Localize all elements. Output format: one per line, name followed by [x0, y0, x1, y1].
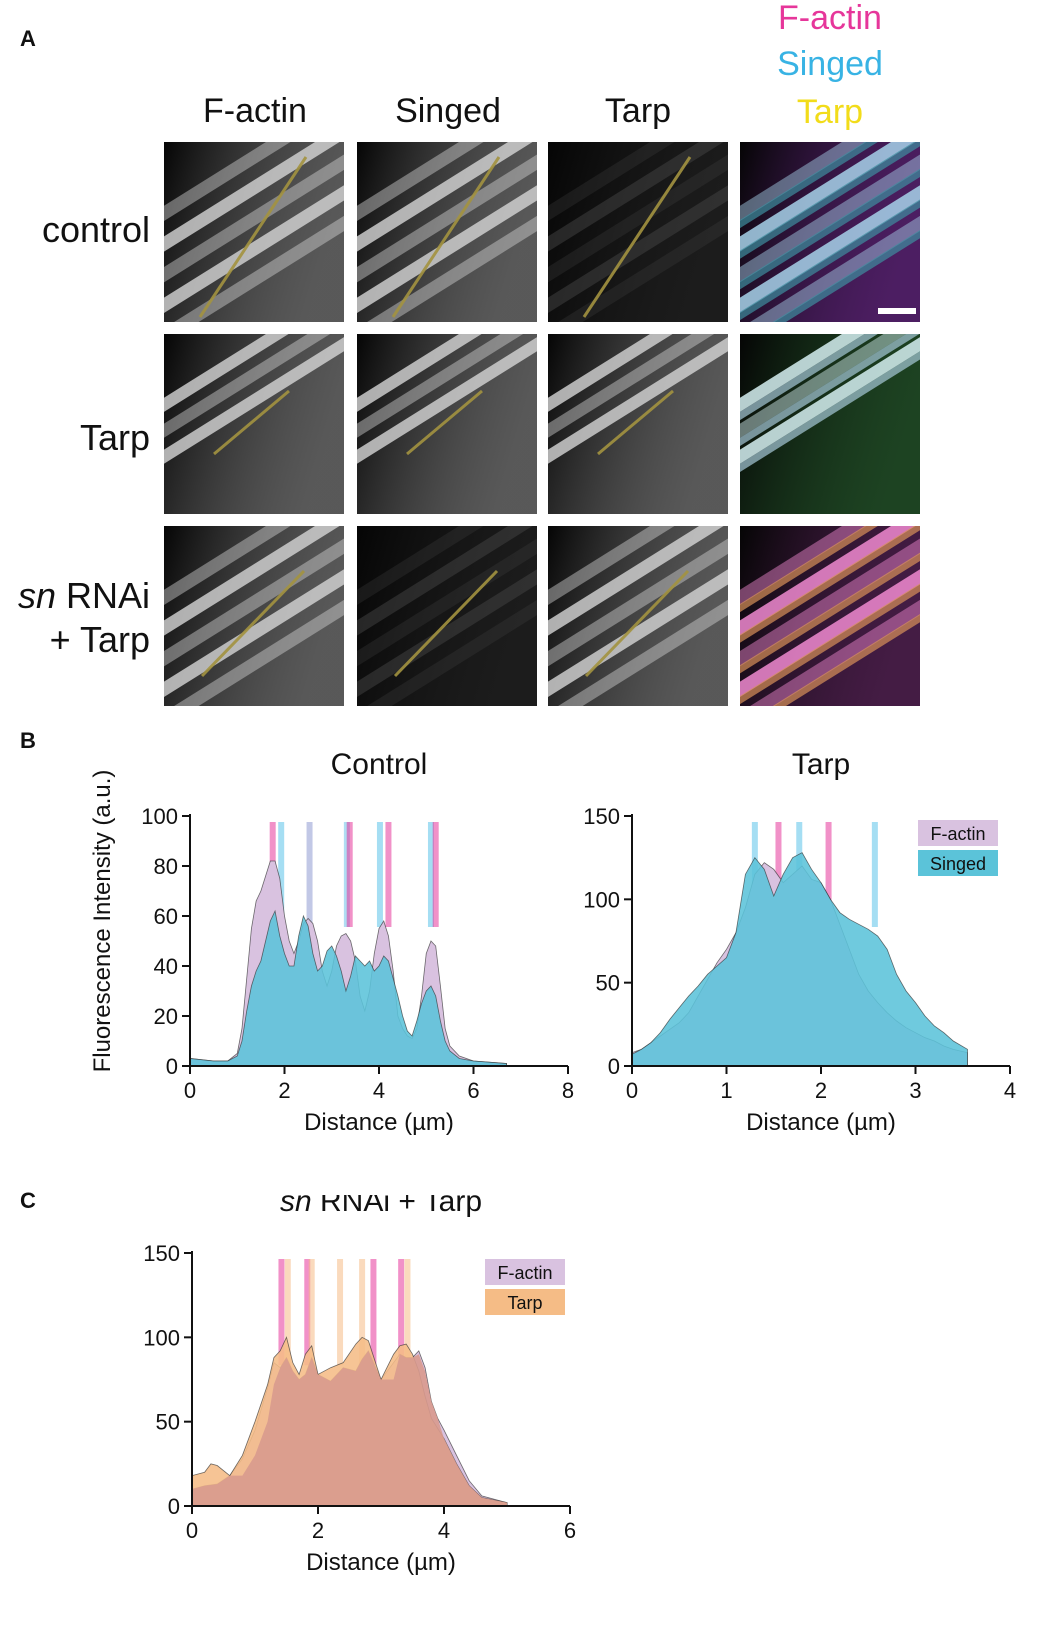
row-label-control: control: [41, 209, 150, 250]
peak-marker-8: [398, 1259, 405, 1366]
y-tick-label: 0: [166, 1054, 178, 1079]
peak-marker-2: [284, 1259, 291, 1366]
legend-swatch-singed: [918, 850, 998, 876]
legend-label-tarp: Tarp: [507, 1293, 542, 1313]
micrograph-r2-c1: [164, 334, 344, 514]
chart-title: sn RNAi + Tarp: [280, 1195, 482, 1218]
x-tick-label: 6: [467, 1078, 479, 1103]
y-tick-label: 100: [143, 1325, 180, 1350]
peak-marker-3: [304, 1259, 311, 1366]
y-tick-label: 50: [596, 971, 620, 996]
peak-marker-5: [346, 822, 353, 927]
micrograph-r3-c4: [740, 526, 920, 706]
peak-marker-9: [404, 1259, 411, 1366]
peak-marker-4: [825, 822, 832, 927]
merge-legend-tarp: Tarp: [796, 93, 864, 131]
y-tick-label: 100: [141, 804, 178, 829]
peak-marker-5: [337, 1259, 344, 1366]
overlap-area: [192, 1350, 507, 1506]
micrograph-r1-c4: [740, 142, 920, 322]
y-tick-label: 80: [154, 854, 178, 879]
micrograph-r2-c3: [548, 334, 728, 514]
x-tick-label: 8: [562, 1078, 574, 1103]
y-tick-label: 100: [583, 887, 620, 912]
micrograph-r3-c2: [357, 526, 537, 706]
panel-letter-a: A: [20, 26, 36, 51]
chart-title: Tarp: [792, 748, 850, 781]
peak-marker-6: [376, 822, 383, 927]
x-tick-label: 0: [186, 1518, 198, 1543]
panel-letter-b: B: [20, 728, 36, 753]
peak-marker-7: [385, 822, 392, 927]
x-tick-label: 4: [438, 1518, 450, 1543]
peak-marker-4: [308, 1259, 315, 1366]
row-label-rest: RNAi: [55, 575, 150, 616]
x-tick-label: 0: [626, 1078, 638, 1103]
x-tick-label: 1: [720, 1078, 732, 1103]
legend-swatch-f-actin: [918, 820, 998, 846]
legend-swatch-f-actin: [485, 1259, 565, 1285]
chart-title: Control: [331, 748, 428, 781]
chart-control: Control 0 20 40 60 80 100 0 2 4 6 8 Distance (µm) Flu…: [89, 748, 574, 1136]
y-tick-label: 150: [143, 1241, 180, 1266]
y-tick-label: 0: [168, 1494, 180, 1519]
merge-legend-singed: Singed: [777, 45, 883, 83]
peak-marker-6: [359, 1259, 366, 1366]
peak-marker-1: [278, 1259, 285, 1366]
y-tick-label: 40: [154, 954, 178, 979]
row-label-tarp: Tarp: [79, 417, 150, 458]
peak-marker-5: [871, 822, 878, 927]
peak-marker-2: [775, 822, 782, 927]
micrograph-r2-c4: [740, 334, 920, 514]
peak-marker-8: [427, 822, 434, 927]
x-axis-label: Distance (µm): [304, 1109, 454, 1136]
series-area-singed: [631, 852, 968, 1067]
x-axis-label: Distance (µm): [746, 1109, 896, 1136]
column-header-singed: Singed: [395, 92, 501, 130]
x-tick-label: 4: [373, 1078, 385, 1103]
micrograph-r1-c3: [548, 142, 728, 322]
micrograph-r3-c1: [164, 526, 344, 706]
row-label-line2: + Tarp: [49, 619, 150, 660]
y-tick-label: 0: [608, 1054, 620, 1079]
y-tick-label: 20: [154, 1004, 178, 1029]
y-tick-label: 60: [154, 904, 178, 929]
legend-label-singed: Singed: [930, 854, 986, 874]
series-area-singed: [189, 909, 507, 1067]
micrograph-r3-c3: [548, 526, 728, 706]
chart-tarp: Tarp 0 50 100 150 0 1 2 3 4 Distance (µm) F-actin Si…: [583, 748, 1016, 1136]
legend-label-f-actin: F-actin: [497, 1263, 552, 1283]
row-label-sn-rnai-tarp: sn RNAi + Tarp: [0, 574, 150, 662]
micrograph-r2-c2: [357, 334, 537, 514]
peak-marker-3: [306, 822, 313, 927]
x-tick-label: 2: [312, 1518, 324, 1543]
y-axis-label: Fluorescence Intensity (a.u.): [89, 770, 116, 1073]
x-tick-label: 2: [815, 1078, 827, 1103]
row-label-italic: sn: [17, 575, 56, 616]
x-axis-label: Distance (µm): [306, 1549, 456, 1576]
peak-marker-7: [370, 1259, 377, 1366]
y-tick-label: 50: [156, 1410, 180, 1435]
peak-marker-9: [432, 822, 439, 927]
x-tick-label: 6: [564, 1518, 576, 1543]
column-header-tarp: Tarp: [604, 92, 672, 130]
chart-sn-rnai-tarp: sn RNAi + Tarp 0 50 100 150 0 2 4 6 Distance (µm)…: [143, 1195, 576, 1576]
panel-letter-c: C: [20, 1188, 36, 1213]
x-tick-label: 0: [184, 1078, 196, 1103]
column-header-factin: F-actin: [203, 92, 307, 130]
legend-swatch-tarp: [485, 1289, 565, 1315]
x-tick-label: 2: [278, 1078, 290, 1103]
x-tick-label: 4: [1004, 1078, 1016, 1103]
peak-marker-2: [278, 822, 285, 927]
micrograph-r1-c1: [164, 142, 344, 322]
merge-legend-factin: F-actin: [778, 0, 882, 37]
x-tick-label: 3: [909, 1078, 921, 1103]
y-tick-label: 150: [583, 804, 620, 829]
micrograph-r1-c2: [357, 142, 537, 322]
legend-label-f-actin: F-actin: [930, 824, 985, 844]
